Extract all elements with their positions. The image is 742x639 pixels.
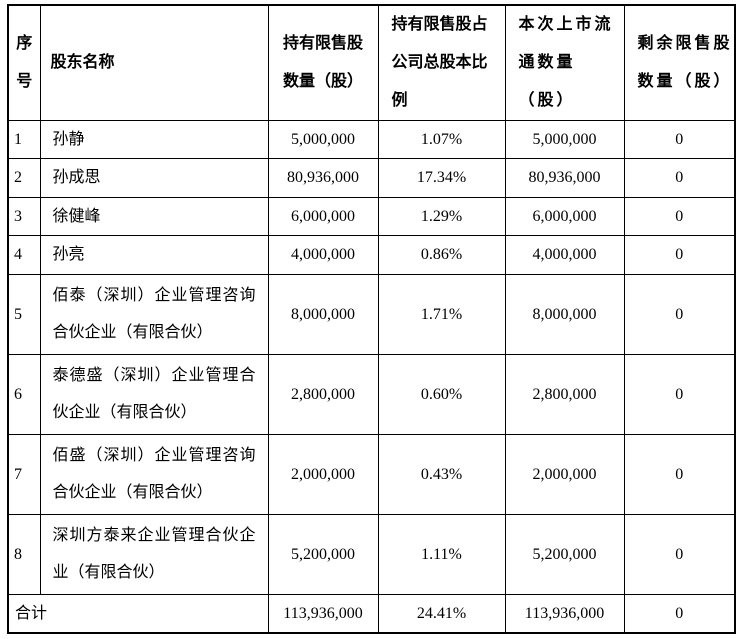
shareholder-name-cell: 泰德盛（深圳）企业管理合伙企业（有限合伙） — [39, 353, 269, 435]
table-row: 1 孙静 5,000,000 1.07% 5,000,000 0 — [7, 119, 736, 160]
header-pct-of-total-share-capital: 持有限售股占 公司总股本比 例 — [377, 4, 506, 121]
shares-held-cell: 6,000,000 — [267, 196, 379, 237]
shares-listed-cell: 4,000,000 — [504, 235, 625, 275]
serial-number-cell: 6 — [7, 353, 41, 435]
shares-listed-cell: 6,000,000 — [504, 196, 625, 237]
shares-held-cell: 5,000,000 — [267, 119, 379, 160]
shareholder-name-cell: 佰盛（深圳）企业管理咨询合伙企业（有限合伙） — [39, 433, 269, 515]
table-row: 2 孙成思 80,936,000 17.34% 80,936,000 0 — [7, 158, 736, 198]
shareholder-name-cell: 孙成思 — [39, 158, 269, 198]
remaining-shares-cell: 0 — [623, 158, 736, 198]
shares-listed-cell: 2,800,000 — [504, 353, 625, 435]
total-pct-cell: 24.41% — [377, 593, 506, 634]
pct-cell: 0.43% — [377, 433, 506, 515]
shares-held-cell: 80,936,000 — [267, 158, 379, 198]
header-row: 序 号 股东名称 持有限售股 数量（股） 持有限售股占 公司总股本比 例 本次上… — [7, 4, 736, 121]
total-label-cell: 合计 — [7, 593, 269, 634]
serial-number-cell: 2 — [7, 158, 41, 198]
shareholder-name-cell: 徐健峰 — [39, 196, 269, 237]
shareholder-name-cell: 孙亮 — [39, 235, 269, 275]
shareholder-name-cell: 佰泰（深圳）企业管理咨询合伙企业（有限合伙） — [39, 273, 269, 355]
pct-cell: 0.86% — [377, 235, 506, 275]
pct-cell: 1.71% — [377, 273, 506, 355]
pct-cell: 1.29% — [377, 196, 506, 237]
total-shares-held-cell: 113,936,000 — [267, 593, 379, 634]
header-restricted-shares-held: 持有限售股 数量（股） — [267, 4, 379, 121]
remaining-shares-cell: 0 — [623, 119, 736, 160]
table-row: 4 孙亮 4,000,000 0.86% 4,000,000 0 — [7, 235, 736, 275]
remaining-shares-cell: 0 — [623, 235, 736, 275]
table-row: 3 徐健峰 6,000,000 1.29% 6,000,000 0 — [7, 196, 736, 237]
total-remaining-shares-cell: 0 — [623, 593, 736, 634]
pct-cell: 1.07% — [377, 119, 506, 160]
table-row: 5 佰泰（深圳）企业管理咨询合伙企业（有限合伙） 8,000,000 1.71%… — [7, 273, 736, 355]
pct-cell: 0.60% — [377, 353, 506, 435]
shares-held-cell: 2,000,000 — [267, 433, 379, 515]
table-row: 6 泰德盛（深圳）企业管理合伙企业（有限合伙） 2,800,000 0.60% … — [7, 353, 736, 435]
remaining-shares-cell: 0 — [623, 196, 736, 237]
remaining-shares-cell: 0 — [623, 513, 736, 595]
serial-number-cell: 7 — [7, 433, 41, 515]
shares-held-cell: 2,800,000 — [267, 353, 379, 435]
header-serial-number: 序 号 — [7, 4, 41, 121]
table-row: 8 深圳方泰来企业管理合伙企业（有限合伙） 5,200,000 1.11% 5,… — [7, 513, 736, 595]
header-shareholder-name: 股东名称 — [39, 4, 269, 121]
serial-number-cell: 3 — [7, 196, 41, 237]
restricted-shares-table: 序 号 股东名称 持有限售股 数量（股） 持有限售股占 公司总股本比 例 本次上… — [7, 4, 736, 635]
pct-cell: 1.11% — [377, 513, 506, 595]
serial-number-cell: 8 — [7, 513, 41, 595]
remaining-shares-cell: 0 — [623, 353, 736, 435]
pct-cell: 17.34% — [377, 158, 506, 198]
shareholder-name-cell: 孙静 — [39, 119, 269, 160]
total-shares-listed-cell: 113,936,000 — [504, 593, 625, 634]
remaining-shares-cell: 0 — [623, 273, 736, 355]
shares-listed-cell: 8,000,000 — [504, 273, 625, 355]
shares-listed-cell: 5,200,000 — [504, 513, 625, 595]
shares-listed-cell: 2,000,000 — [504, 433, 625, 515]
serial-number-cell: 1 — [7, 119, 41, 160]
header-remaining-restricted-shares: 剩余限售股 数量（股） — [623, 4, 736, 121]
shares-held-cell: 8,000,000 — [267, 273, 379, 355]
shares-listed-cell: 5,000,000 — [504, 119, 625, 160]
shares-held-cell: 4,000,000 — [267, 235, 379, 275]
serial-number-cell: 4 — [7, 235, 41, 275]
serial-number-cell: 5 — [7, 273, 41, 355]
shares-listed-cell: 80,936,000 — [504, 158, 625, 198]
total-row: 合计 113,936,000 24.41% 113,936,000 0 — [7, 593, 736, 634]
shareholder-name-cell: 深圳方泰来企业管理合伙企业（有限合伙） — [39, 513, 269, 595]
table-row: 7 佰盛（深圳）企业管理咨询合伙企业（有限合伙） 2,000,000 0.43%… — [7, 433, 736, 515]
shares-held-cell: 5,200,000 — [267, 513, 379, 595]
header-shares-listed-this-time: 本次上市流 通数量（股） — [504, 4, 625, 121]
remaining-shares-cell: 0 — [623, 433, 736, 515]
